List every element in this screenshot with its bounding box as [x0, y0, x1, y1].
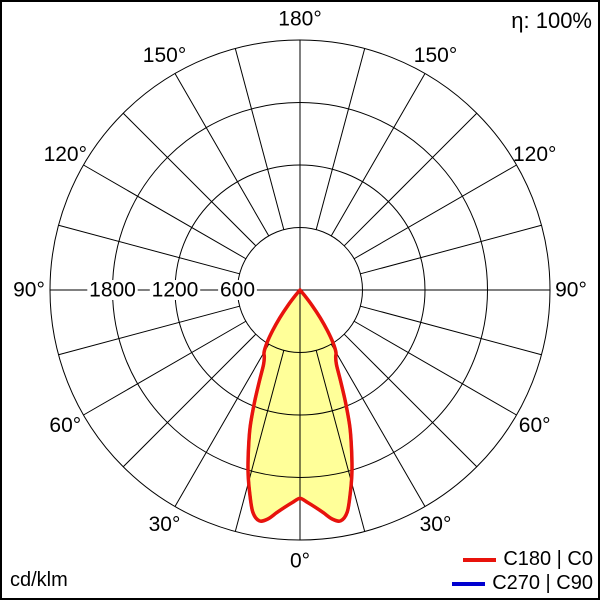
angle-label-120-left: 120° — [44, 143, 87, 166]
angle-label-60-left: 60° — [49, 414, 81, 437]
grid-spoke-300 — [83, 320, 247, 416]
angle-label-0: 0° — [290, 550, 310, 573]
grid-spoke-210 — [174, 73, 270, 237]
grid-spoke-225 — [122, 112, 257, 247]
angle-label-90-right: 90° — [555, 279, 587, 302]
grid-spoke-330 — [174, 343, 270, 507]
grid-spoke-135 — [343, 112, 478, 247]
grid-spoke-165 — [315, 48, 366, 230]
grid-spoke-120 — [353, 164, 517, 260]
ring-label-600: 600 — [220, 279, 255, 302]
ring-label-bg-1200 — [149, 280, 201, 300]
angle-label-150-right: 150° — [414, 44, 457, 67]
grid-spoke-105 — [360, 224, 542, 275]
legend: C180 | C0 C270 | C90 — [452, 549, 593, 594]
grid-spoke-60 — [353, 320, 517, 416]
grid-spoke-45 — [343, 333, 478, 468]
grid-spoke-315 — [122, 333, 257, 468]
grid-spoke-345 — [234, 350, 285, 532]
grid-spoke-240 — [83, 164, 247, 260]
angle-label-150-left: 150° — [143, 44, 186, 67]
angle-label-30-right: 30° — [420, 513, 452, 536]
curve-c180-c0 — [246, 288, 354, 523]
angle-label-180: 180° — [278, 8, 321, 31]
grid-spoke-195 — [234, 48, 285, 230]
angle-label-120-right: 120° — [513, 143, 556, 166]
legend-item-c0: C180 | C0 — [463, 549, 593, 570]
ring-label-1800: 1800 — [89, 279, 136, 302]
angle-label-30-left: 30° — [149, 513, 181, 536]
efficiency-label: η: 100% — [511, 8, 592, 33]
grid-spoke-150 — [330, 73, 426, 237]
legend-line-c90-icon — [452, 581, 486, 586]
angle-label-90-left: 90° — [13, 279, 45, 302]
unit-label: cd/klm — [10, 569, 68, 591]
grid-spoke-15 — [315, 350, 366, 532]
angle-label-60-right: 60° — [519, 414, 551, 437]
ring-label-bg-600 — [218, 280, 257, 300]
legend-line-c0-icon — [463, 557, 497, 562]
grid-spoke-255 — [58, 224, 240, 275]
grid-spoke-285 — [58, 305, 240, 356]
grid-spoke-30 — [330, 343, 426, 507]
legend-label-c90: C270 | C90 — [492, 572, 593, 594]
legend-label-c0: C180 | C0 — [503, 548, 593, 570]
ring-label-1200: 1200 — [152, 279, 199, 302]
legend-item-c90: C270 | C90 — [452, 573, 593, 594]
ring-label-bg-1800 — [87, 280, 138, 300]
grid-spoke-75 — [360, 305, 542, 356]
